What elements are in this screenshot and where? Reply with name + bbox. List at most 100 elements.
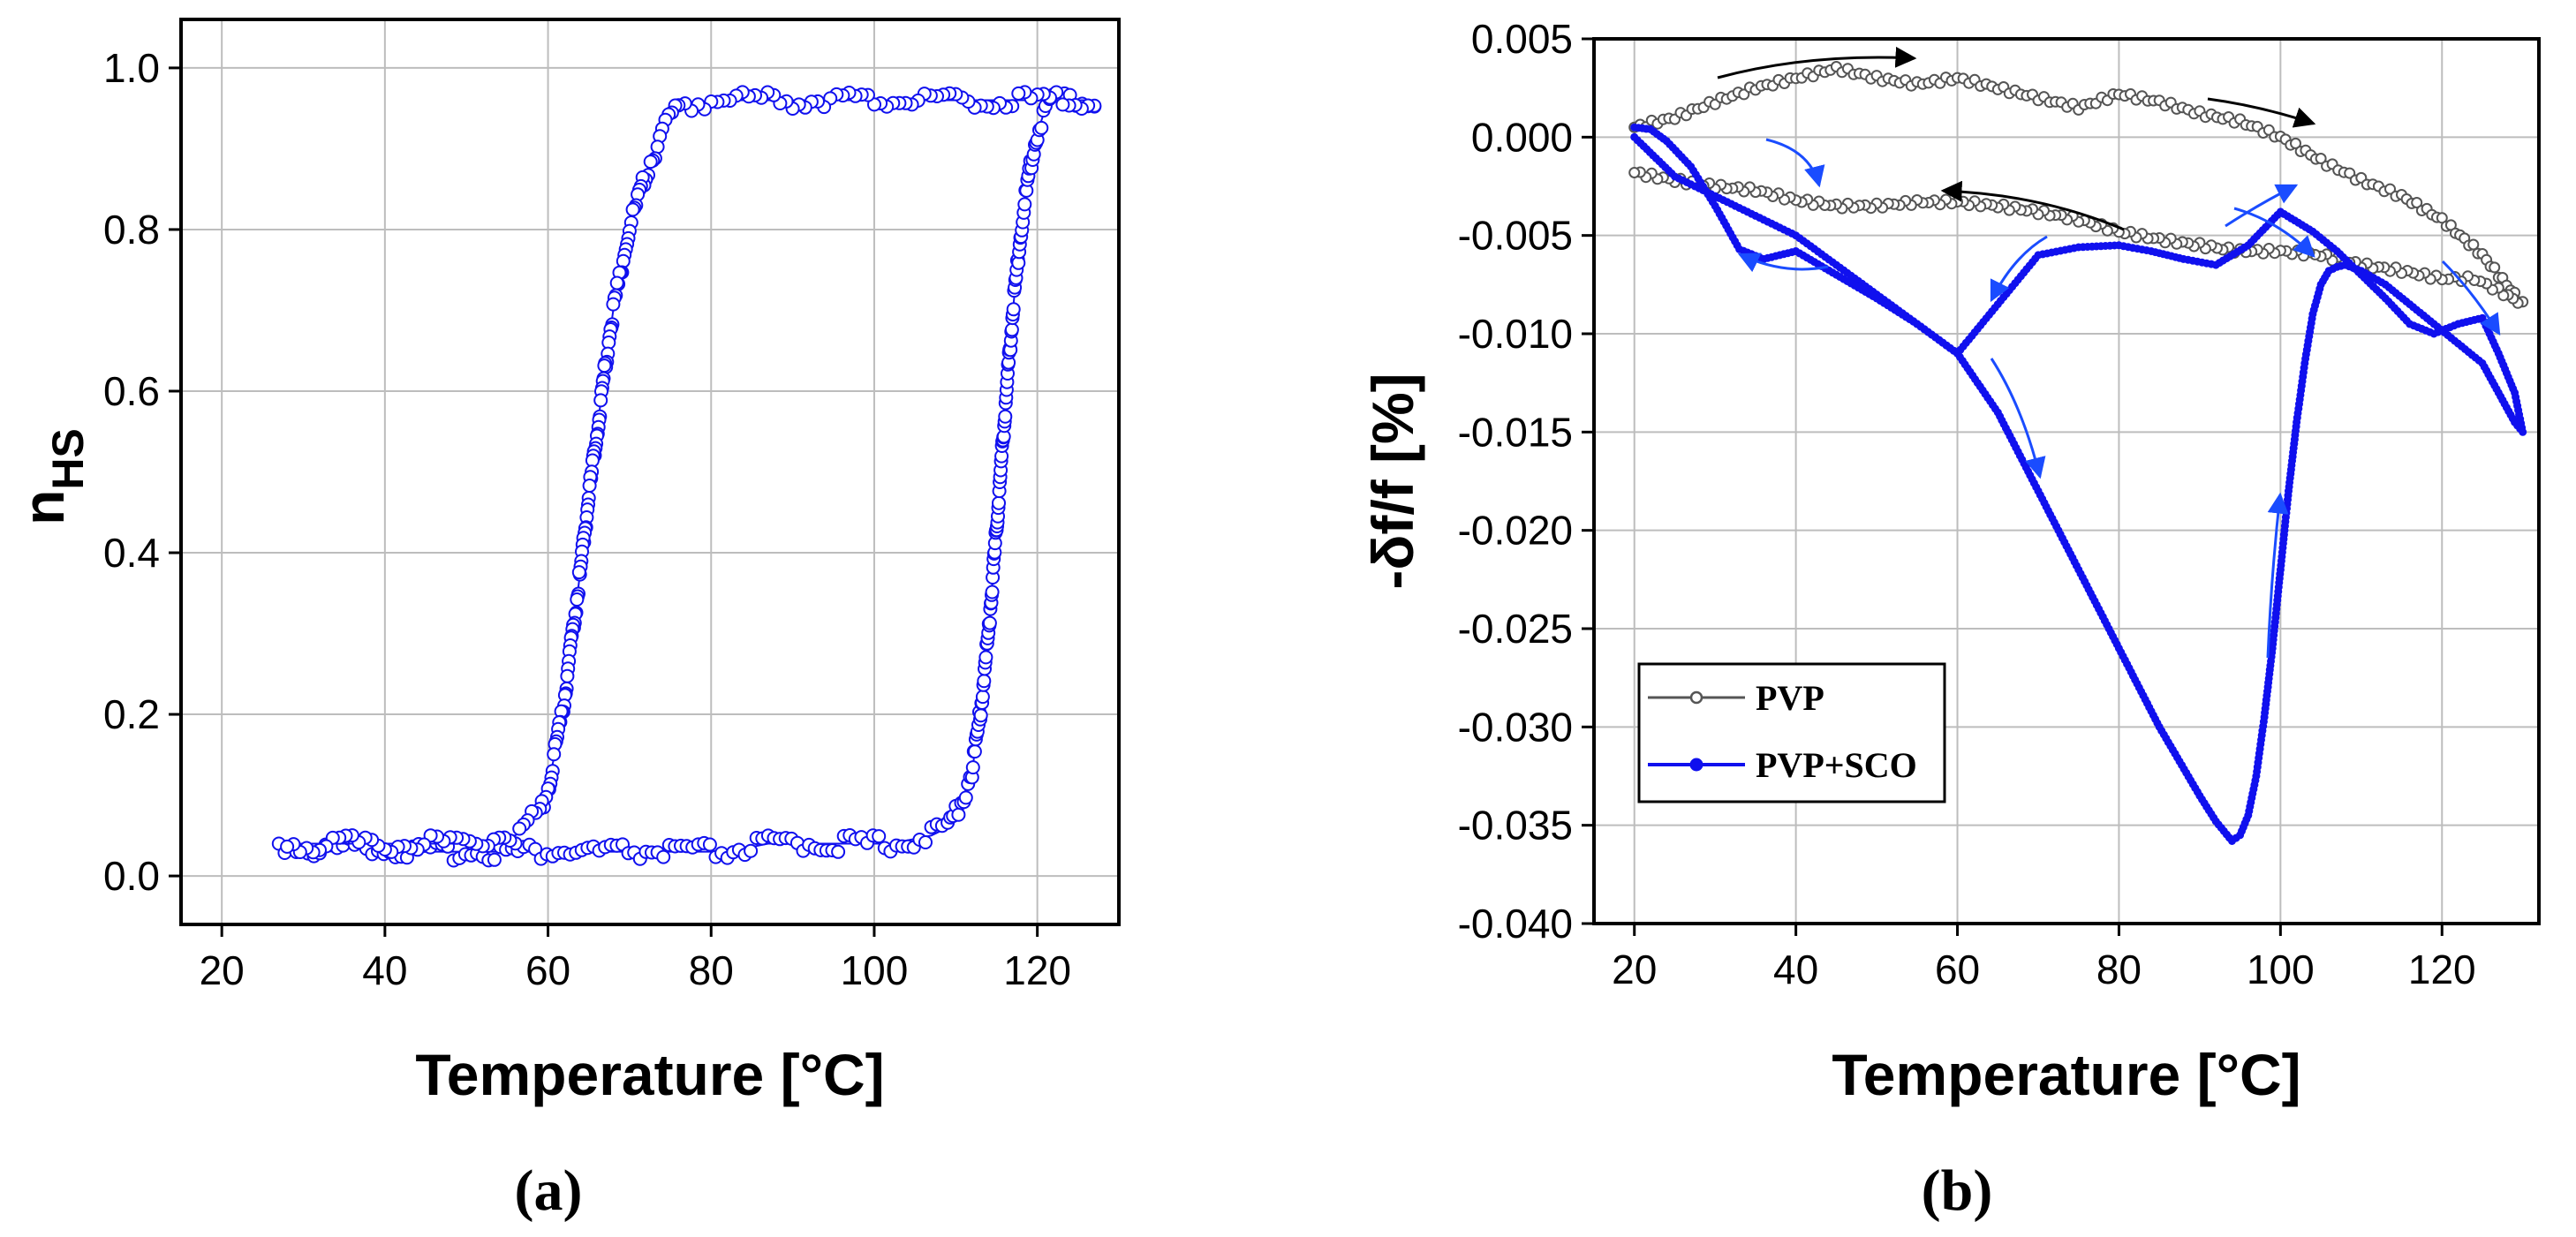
data-point <box>593 393 608 408</box>
data-point <box>606 297 621 312</box>
data-point <box>831 844 846 859</box>
y-tick-label: -0.035 <box>1458 803 1573 849</box>
data-point <box>967 744 982 759</box>
series-markers-a-1 <box>280 85 1102 860</box>
arrow-sco-8 <box>2266 492 2289 659</box>
data-point <box>625 202 640 217</box>
y-tick-label: 0.4 <box>103 530 160 576</box>
data-point <box>1055 97 1070 112</box>
data-point <box>992 495 1006 510</box>
chart-b-arrows <box>1717 46 2501 659</box>
chart-a-data <box>271 85 1102 868</box>
chart-a-xlabel: Temperature [°C] <box>415 1042 884 1107</box>
data-point <box>867 97 881 112</box>
arrow-sco-1 <box>1765 138 1825 188</box>
data-point <box>2384 183 2396 195</box>
chart-b-ticks: 20 40 60 80 100 120 0.005 0.000 -0.005 -0.010 -0.0… <box>1458 16 2476 992</box>
y-tick-label: 0.0 <box>103 853 160 899</box>
data-point <box>975 690 990 705</box>
y-tick-label: -0.030 <box>1458 704 1573 750</box>
data-point <box>571 565 586 580</box>
x-tick-label: 40 <box>362 947 407 993</box>
data-point <box>656 849 671 864</box>
data-point <box>1034 120 1049 135</box>
data-point <box>965 760 980 775</box>
x-tick-label: 20 <box>200 947 245 993</box>
y-tick-label: 0.6 <box>103 368 160 414</box>
chart-a: 20 40 60 80 100 120 0.0 0.2 0.4 0.6 0.8 1.0 Tempera… <box>11 18 1121 1223</box>
data-point <box>280 839 295 854</box>
chart-b-data <box>1628 61 2529 845</box>
chart-a-frame <box>179 18 1121 926</box>
data-point <box>951 807 966 822</box>
legend-box <box>1637 662 1946 803</box>
data-point <box>1011 86 1026 101</box>
data-point <box>998 409 1013 424</box>
y-tick-label: 0.8 <box>103 207 160 253</box>
series-markers-b-1 <box>1630 123 2527 845</box>
data-point <box>560 668 575 683</box>
chart-b-frame <box>1592 37 2541 925</box>
legend-pvpsco-marker <box>1689 758 1703 772</box>
y-tick-label: -0.010 <box>1458 311 1573 357</box>
chart-b-xlabel: Temperature [°C] <box>1832 1042 2300 1107</box>
data-point <box>1004 322 1019 337</box>
legend-pvpsco-label: PVP+SCO <box>1756 745 1917 785</box>
data-point <box>1738 88 1750 101</box>
chart-a-ylabel: nHS <box>11 428 93 525</box>
data-point <box>872 829 887 844</box>
panel-label-b: (b) <box>1922 1158 1993 1223</box>
x-tick-label: 40 <box>1773 947 1818 992</box>
data-point <box>985 585 1000 600</box>
data-point <box>977 674 992 689</box>
x-tick-label: 100 <box>841 947 909 993</box>
y-tick-label: -0.015 <box>1458 409 1573 455</box>
arrow-pvp-cooling <box>1940 180 2125 231</box>
data-point <box>582 479 597 493</box>
data-point <box>512 821 527 836</box>
x-tick-label: 60 <box>1935 947 1980 992</box>
data-point <box>918 835 933 849</box>
y-tick-label: 0.000 <box>1471 114 1573 160</box>
data-point <box>570 592 585 607</box>
legend-pvp-marker <box>1689 690 1703 705</box>
y-tick-label: -0.040 <box>1458 901 1573 947</box>
chart-b-ylabel: -δf/f [%] <box>1360 373 1425 589</box>
data-point <box>2467 238 2480 251</box>
arrow-sco-7 <box>2441 260 2501 336</box>
data-point <box>978 650 993 665</box>
y-tick-label: 1.0 <box>103 45 160 91</box>
data-point <box>2411 197 2423 208</box>
chart-a-ylabel-main: n <box>11 490 76 525</box>
y-tick-label: -0.025 <box>1458 606 1573 652</box>
x-tick-label: 20 <box>1612 947 1657 992</box>
data-point <box>487 852 502 867</box>
x-tick-label: 80 <box>689 947 734 993</box>
x-tick-label: 100 <box>2247 947 2315 992</box>
data-point <box>597 358 612 373</box>
arrow-pvp-heating-1 <box>1717 46 1917 79</box>
data-point <box>1006 302 1021 317</box>
data-point <box>643 155 658 170</box>
x-tick-label: 120 <box>2408 947 2476 992</box>
data-point <box>1628 167 1641 178</box>
data-point <box>609 275 624 290</box>
x-tick-label: 80 <box>2096 947 2142 992</box>
y-tick-label: -0.005 <box>1458 213 1573 259</box>
data-point <box>982 615 997 630</box>
y-tick-label: -0.020 <box>1458 508 1573 554</box>
arrow-pvp-heating-2 <box>2207 97 2316 128</box>
data-point <box>744 843 759 858</box>
data-point <box>702 837 717 852</box>
data-point <box>547 747 562 762</box>
chart-b-legend: PVP PVP+SCO <box>1637 662 1946 803</box>
arrow-sco-5 <box>2225 184 2299 228</box>
data-point <box>650 140 665 155</box>
arrow-sco-3 <box>1990 358 2046 479</box>
data-point <box>1017 197 1032 212</box>
y-tick-label: 0.005 <box>1471 16 1573 62</box>
x-tick-label: 120 <box>1003 947 1071 993</box>
data-point <box>973 708 988 723</box>
data-point <box>1630 123 1639 132</box>
